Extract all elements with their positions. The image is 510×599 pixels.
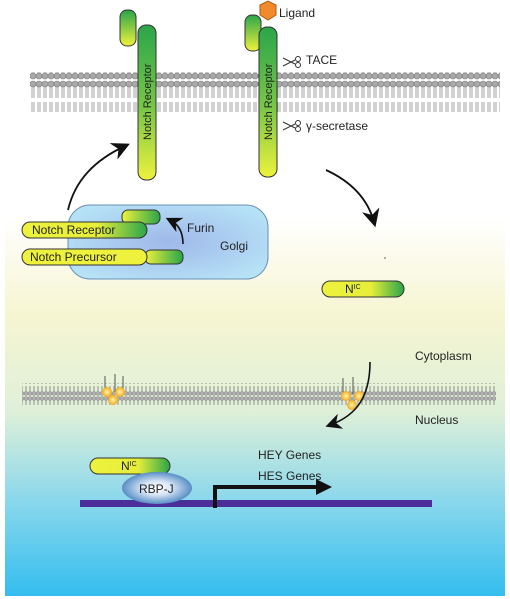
notch-receptor-right: Notch Receptor — [244, 14, 278, 178]
cleavage-release-arrow — [325, 169, 380, 228]
rbpj-label: RBP-J — [139, 482, 174, 496]
cytoplasm-label: Cytoplasm — [415, 349, 472, 363]
nic-cytoplasm-label: NIC — [345, 282, 361, 296]
ligand-label: Ligand — [279, 6, 315, 20]
transcription-arrow — [213, 485, 318, 508]
dna-strand — [80, 500, 432, 507]
nic-nucleus — [89, 457, 171, 475]
hey-genes-label: HEY Genes — [258, 448, 321, 462]
transcription-arrow-head — [316, 479, 332, 495]
hes-genes-label: HES Genes — [258, 469, 321, 483]
notch-precursor-bar-label: Notch Precursor — [30, 250, 117, 264]
furin-label: Furin — [187, 221, 214, 235]
notch-precursor-bar — [21, 248, 148, 266]
gamma-secretase-scissors-icon — [282, 120, 301, 132]
nic-cytoplasm — [321, 280, 405, 298]
tace-label: TACE — [306, 53, 337, 67]
notch-receptor-bar-label: Notch Receptor — [32, 223, 115, 237]
nuclear-pore-left — [102, 374, 125, 405]
furin-arrow — [165, 217, 184, 245]
notch-receptor-left-label: Notch Receptor — [142, 63, 154, 140]
golgi-to-membrane-arrow — [67, 143, 130, 211]
notch-receptor-right-label: Notch Receptor — [263, 63, 275, 140]
tace-scissors-icon — [282, 56, 301, 68]
nuclear-import-arrow — [325, 361, 371, 429]
nuclear-pore-right — [341, 377, 364, 410]
gamma-secretase-label: γ-secretase — [306, 119, 368, 133]
nucleus-label: Nucleus — [415, 413, 458, 427]
golgi-label: Golgi — [220, 239, 248, 253]
nic-nucleus-label: NIC — [121, 459, 137, 473]
cell-background — [5, 110, 505, 596]
notch-receptor-bar — [21, 221, 148, 239]
dot-marker — [384, 257, 386, 259]
golgi-notch-fragment-bottom — [144, 249, 184, 265]
rbpj-protein — [122, 472, 192, 504]
notch-receptor-left: Notch Receptor — [119, 9, 157, 181]
nuclear-membrane — [22, 383, 496, 405]
ligand-icon — [259, 0, 277, 21]
